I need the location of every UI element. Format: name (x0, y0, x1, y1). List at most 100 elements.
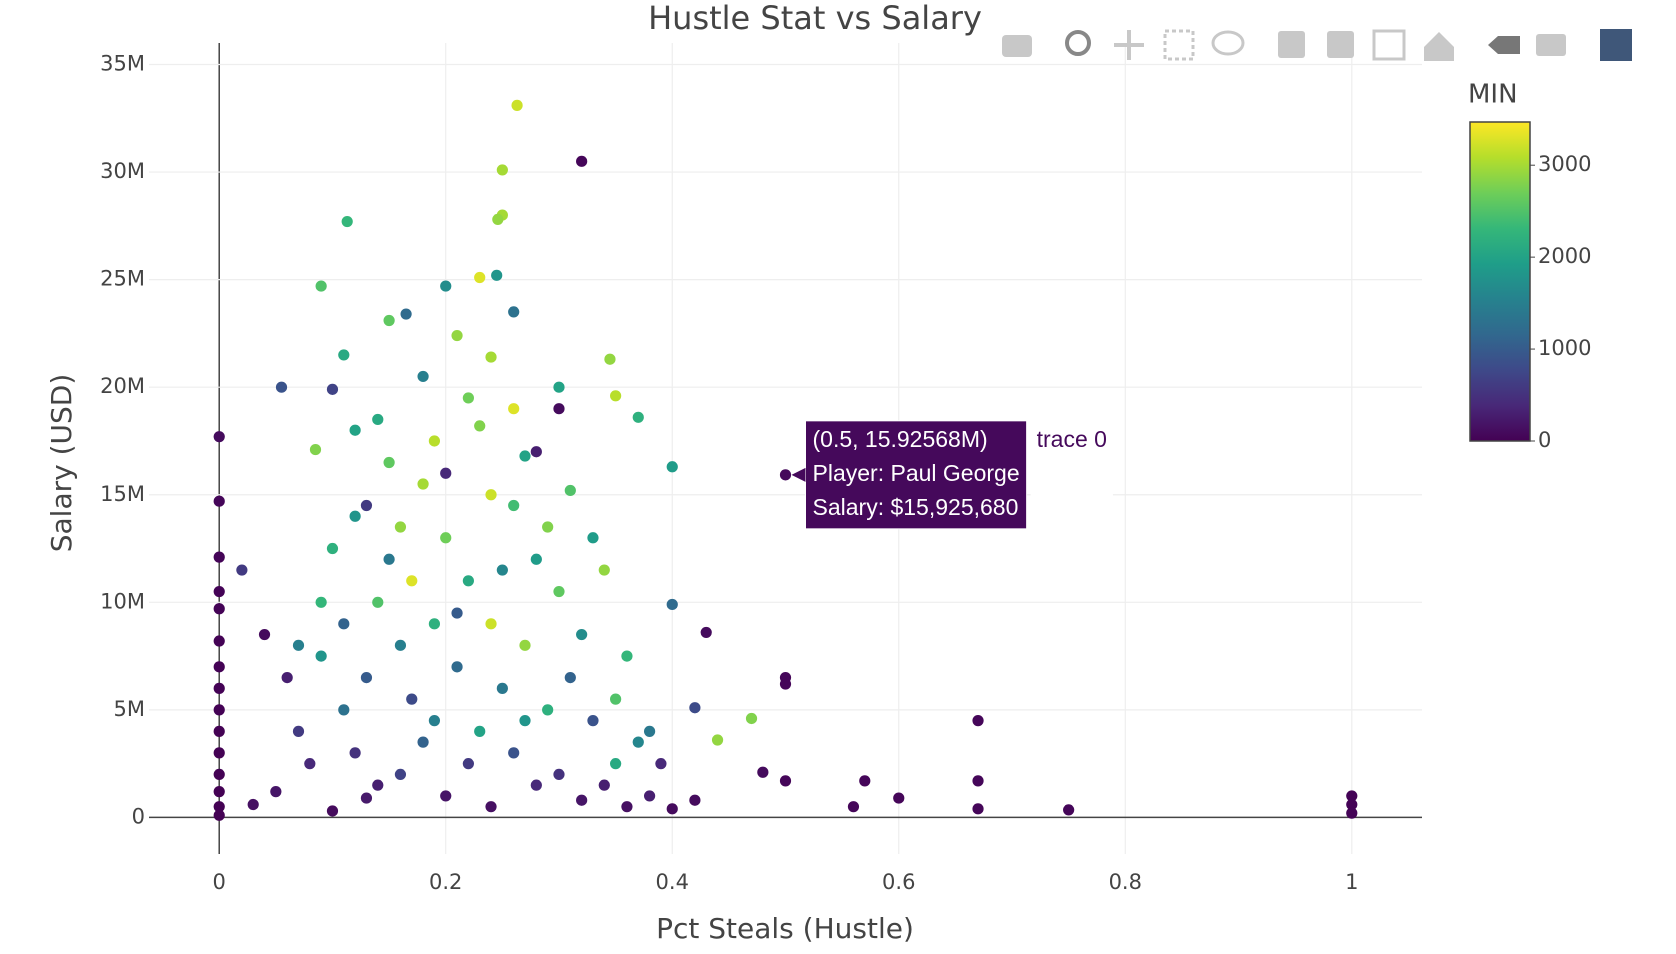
point (508, 747, 520, 759)
point (440, 532, 452, 544)
point (213, 747, 225, 759)
hover-text: (0.5, 15.92568M) (813, 426, 988, 452)
spike-button[interactable] (1488, 36, 1520, 54)
point (610, 390, 622, 402)
point (213, 704, 225, 716)
point (428, 715, 441, 727)
point (258, 628, 271, 641)
point (213, 585, 225, 598)
point (451, 329, 463, 342)
point (576, 794, 588, 806)
point (700, 626, 712, 639)
point (213, 495, 225, 507)
point (1346, 790, 1358, 802)
point (451, 661, 463, 673)
colorbar (1469, 121, 1531, 442)
plotly-logo[interactable] (1600, 29, 1632, 61)
point (1346, 798, 1358, 811)
autoscale-button[interactable] (1372, 29, 1406, 61)
point (338, 349, 350, 361)
point (213, 786, 225, 798)
point (247, 798, 259, 811)
point (349, 510, 361, 522)
point (406, 693, 418, 705)
point (474, 725, 486, 737)
x-tick-label: 0.4 (656, 870, 689, 894)
point (508, 306, 520, 318)
point (530, 779, 542, 791)
point (1063, 804, 1075, 816)
point (349, 747, 361, 759)
point (440, 790, 452, 802)
point (383, 314, 395, 327)
y-tick-label: 0 (132, 804, 145, 828)
box-select-button[interactable] (1163, 29, 1195, 61)
point (326, 383, 339, 395)
point (564, 672, 576, 684)
point (213, 809, 225, 821)
y-tick-label: 10M (100, 589, 145, 613)
lasso-button[interactable] (1211, 30, 1245, 56)
y-tick-label: 15M (100, 482, 145, 506)
point (213, 635, 225, 647)
hover-arrow (791, 467, 806, 482)
point (349, 424, 361, 436)
point (341, 215, 353, 228)
point (491, 269, 503, 281)
point (360, 499, 373, 512)
point (372, 413, 384, 426)
point (451, 607, 463, 619)
reset-button[interactable] (1424, 32, 1454, 61)
point (485, 351, 497, 363)
point (779, 469, 792, 481)
point (689, 702, 701, 714)
zoom-out-button[interactable] (1327, 31, 1354, 58)
point (406, 575, 418, 587)
point (383, 553, 395, 565)
zoom-button[interactable] (1065, 30, 1091, 56)
hover-button[interactable] (1536, 34, 1566, 56)
point (462, 575, 474, 587)
point (394, 768, 407, 781)
point (621, 801, 633, 813)
camera-button[interactable] (1002, 35, 1032, 57)
y-tick-label: 20M (100, 374, 145, 398)
point (972, 715, 984, 727)
x-tick-label: 1 (1345, 870, 1358, 894)
point (553, 768, 565, 781)
modebar (1002, 29, 1632, 61)
point (213, 603, 225, 615)
point (372, 779, 384, 791)
y-tick-label: 35M (100, 52, 145, 76)
point (315, 280, 327, 292)
point (757, 766, 769, 778)
point (428, 618, 441, 630)
chart-title: Hustle Stat vs Salary (648, 0, 982, 37)
y-axis-title: Salary (USD) (45, 374, 78, 553)
point (576, 155, 588, 167)
point (485, 801, 497, 813)
point (530, 446, 542, 458)
point (417, 736, 429, 748)
point (587, 715, 599, 727)
point (326, 805, 339, 817)
point (779, 678, 792, 690)
point (666, 461, 678, 473)
point (275, 381, 288, 393)
y-tick-label: 5M (114, 697, 145, 721)
hover-text: Player: Paul George (813, 460, 1020, 486)
point (213, 661, 225, 673)
point (270, 786, 282, 798)
point (779, 775, 792, 787)
pan-button[interactable] (1114, 30, 1144, 60)
plot-area (149, 43, 1422, 854)
point (511, 99, 523, 111)
point (394, 639, 407, 651)
point (292, 639, 305, 651)
point (492, 213, 504, 225)
hover-trace-name: trace 0 (1037, 426, 1107, 452)
point (643, 790, 656, 802)
zoom-in-button[interactable] (1278, 31, 1305, 58)
point (428, 435, 441, 447)
point (292, 725, 305, 737)
